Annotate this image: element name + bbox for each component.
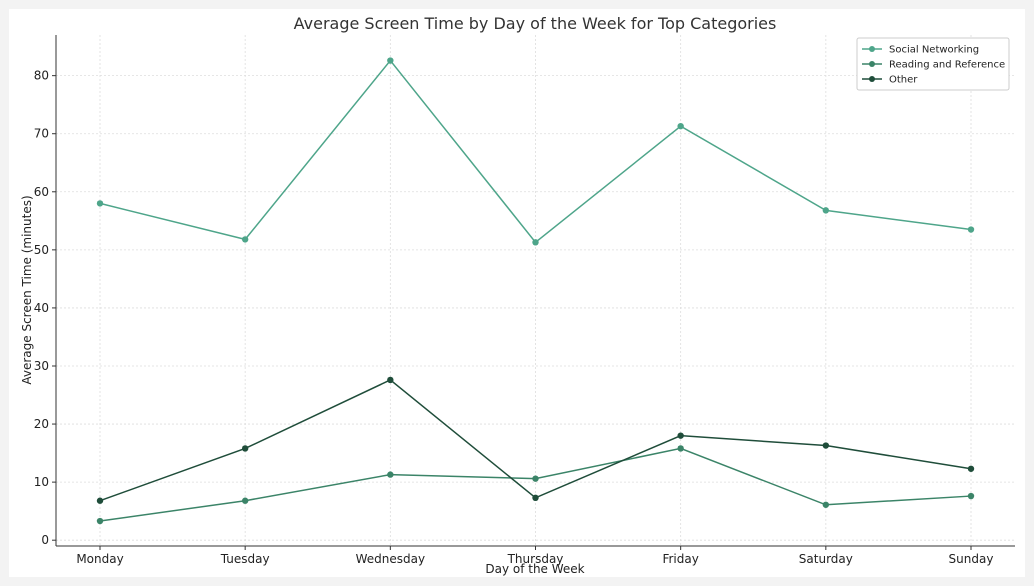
data-point	[677, 122, 684, 130]
data-point	[96, 497, 104, 504]
legend-swatch-marker	[869, 46, 875, 52]
x-tick-label: Tuesday	[220, 552, 270, 566]
data-point	[387, 57, 394, 64]
axes	[52, 35, 1015, 550]
legend-swatch-marker	[869, 61, 875, 67]
y-tick-label: 70	[34, 127, 49, 141]
data-point	[822, 207, 830, 214]
data-point	[387, 471, 394, 478]
series-other	[96, 376, 975, 504]
x-tick-label: Monday	[76, 552, 123, 566]
x-tick-label: Wednesday	[356, 552, 425, 566]
series-social-networking	[96, 57, 975, 246]
series-lines	[96, 57, 975, 525]
y-axis-label: Average Screen Time (minutes)	[20, 195, 34, 384]
grid-lines	[56, 35, 1015, 546]
chart-title: Average Screen Time by Day of the Week f…	[294, 14, 777, 33]
legend-label: Other	[889, 75, 918, 86]
y-tick-label: 10	[34, 475, 49, 489]
y-tick-label: 0	[41, 533, 49, 547]
x-axis-label: Day of the Week	[485, 562, 584, 576]
legend-label: Reading and Reference	[889, 60, 1005, 71]
y-tick-label: 60	[34, 185, 49, 199]
data-point	[822, 501, 830, 508]
series-reading-and-reference	[96, 445, 975, 525]
data-point	[96, 200, 104, 207]
tick-labels: 0 10 20 30 40 50 60 70 80 Monday Tuesday Wednesday T…	[34, 69, 994, 566]
data-point	[96, 517, 104, 525]
data-point	[532, 475, 539, 482]
data-point	[677, 432, 684, 439]
data-point	[532, 239, 539, 246]
legend-swatch-marker	[869, 76, 875, 82]
legend-label: Social Networking	[889, 45, 979, 56]
y-tick-label: 40	[34, 301, 49, 315]
data-point	[967, 492, 975, 500]
y-tick-label: 30	[34, 359, 49, 373]
x-tick-label: Sunday	[949, 552, 994, 566]
legend: Social Networking Reading and Reference Ot…	[856, 37, 1010, 91]
data-point	[241, 236, 249, 243]
x-tick-label: Saturday	[799, 552, 853, 566]
data-point	[241, 497, 249, 504]
x-tick-label: Friday	[662, 552, 698, 566]
data-point	[967, 226, 975, 233]
data-point	[967, 465, 975, 472]
data-point	[532, 494, 539, 502]
x-tick-label: Thursday	[507, 552, 564, 566]
y-tick-label: 80	[34, 69, 49, 83]
legend-box	[856, 37, 1010, 91]
data-point	[822, 442, 830, 449]
data-point	[241, 445, 249, 452]
data-point	[677, 445, 684, 452]
data-point	[387, 376, 394, 384]
y-tick-label: 50	[34, 243, 49, 257]
y-tick-label: 20	[34, 417, 49, 431]
